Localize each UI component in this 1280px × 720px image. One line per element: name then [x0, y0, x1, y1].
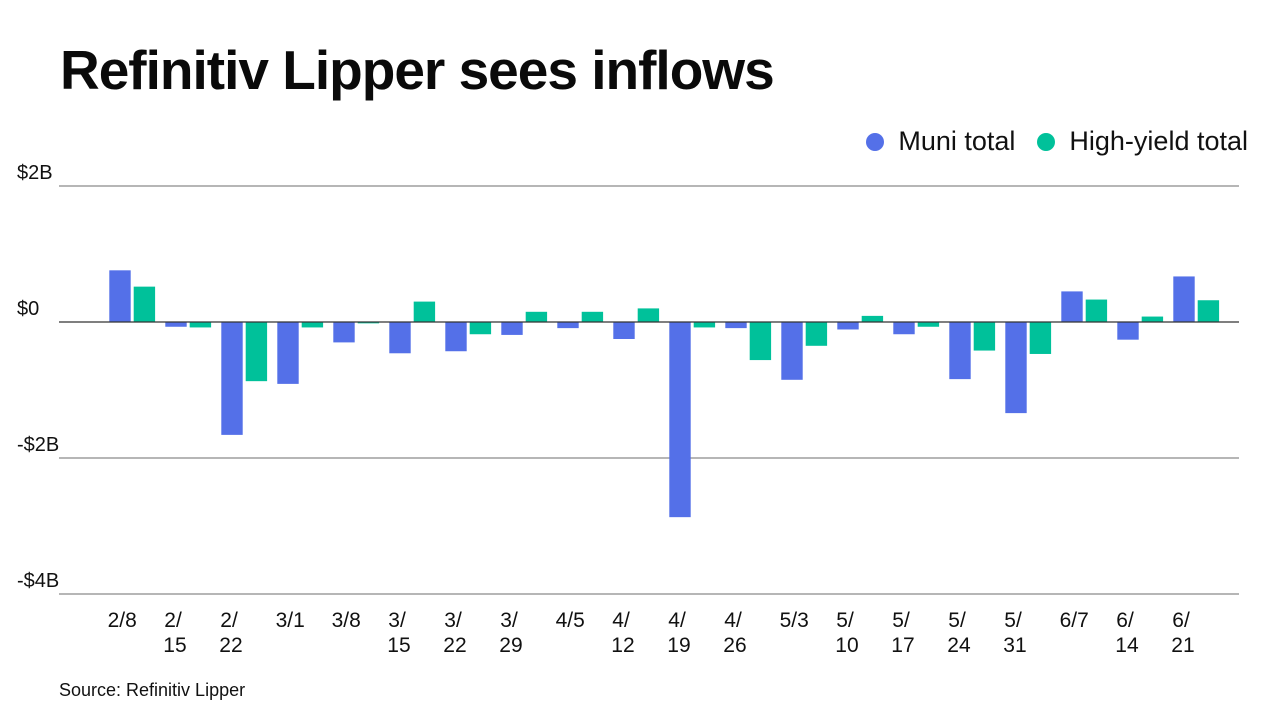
legend-dot-muni-icon: [866, 132, 885, 151]
legend-item-muni[interactable]: Muni total: [866, 126, 1015, 157]
legend-label-high-yield: High-yield total: [1069, 126, 1248, 156]
chart-title: Refinitiv Lipper sees inflows: [60, 39, 775, 101]
x-tick-label: 4/12: [611, 609, 634, 657]
legend: Muni total High-yield total: [866, 126, 1248, 157]
bar-high-yield-3-15[interactable]: [413, 301, 436, 322]
x-tick-label: 3/29: [499, 609, 522, 657]
bars: [109, 270, 1220, 518]
x-tick-label: 4/5: [556, 609, 585, 632]
bar-high-yield-4-12[interactable]: [637, 308, 660, 322]
bar-muni-3-8[interactable]: [333, 322, 355, 343]
bar-muni-3-1[interactable]: [277, 322, 299, 384]
x-tick-label: 3/8: [332, 609, 361, 632]
x-tick-label: 5/24: [947, 609, 971, 657]
x-tick-label: 5/17: [891, 609, 914, 657]
bar-high-yield-5-17[interactable]: [917, 322, 940, 327]
bar-muni-6-14[interactable]: [1117, 322, 1139, 340]
bar-muni-2-22[interactable]: [221, 322, 243, 435]
y-tick-label: $2B: [17, 162, 53, 184]
bar-muni-4-12[interactable]: [613, 322, 635, 339]
x-axis-ticks: 2/8 2/15 2/22 3/1 3/8 3/15 3/22 3/29 4/5 4/12 4/19…: [108, 609, 1195, 657]
bar-high-yield-6-14[interactable]: [1141, 316, 1164, 322]
y-tick-label: -$4B: [17, 570, 59, 592]
bar-muni-3-22[interactable]: [445, 322, 467, 352]
y-tick-label: -$2B: [17, 434, 59, 456]
bar-muni-4-26[interactable]: [725, 322, 747, 329]
source-note: Source: Refinitiv Lipper: [59, 680, 246, 700]
x-tick-label: 3/1: [276, 609, 305, 632]
gridlines: [59, 185, 1239, 595]
bar-muni-2-15[interactable]: [165, 322, 187, 327]
bar-high-yield-2-15[interactable]: [189, 322, 212, 328]
bar-muni-3-15[interactable]: [389, 322, 411, 354]
bar-high-yield-4-5[interactable]: [581, 311, 604, 322]
bar-muni-6-7[interactable]: [1061, 291, 1083, 322]
y-axis-ticks: $2B $0 -$2B -$4B: [17, 162, 59, 592]
y-tick-label: $0: [17, 298, 39, 320]
x-tick-label: 4/19: [667, 609, 690, 657]
bar-muni-3-29[interactable]: [501, 322, 523, 335]
x-tick-label: 6/21: [1171, 609, 1194, 657]
x-tick-label: 2/8: [108, 609, 137, 632]
bar-muni-4-5[interactable]: [557, 322, 579, 329]
x-tick-label: 2/22: [219, 609, 242, 657]
bar-high-yield-4-26[interactable]: [749, 322, 772, 361]
bar-high-yield-5-31[interactable]: [1029, 322, 1052, 354]
x-tick-label: 5/10: [835, 609, 858, 657]
bar-high-yield-2-8[interactable]: [133, 286, 156, 322]
bar-high-yield-3-1[interactable]: [301, 322, 324, 328]
bar-muni-4-19[interactable]: [669, 322, 691, 518]
bar-muni-5-31[interactable]: [1005, 322, 1027, 414]
bar-high-yield-6-21[interactable]: [1197, 300, 1220, 322]
x-tick-label: 3/22: [443, 609, 466, 657]
bar-high-yield-2-22[interactable]: [245, 322, 268, 382]
x-tick-label: 6/7: [1060, 609, 1089, 632]
x-tick-label: 4/26: [723, 609, 746, 657]
bar-high-yield-5-10[interactable]: [861, 315, 884, 322]
legend-item-high-yield[interactable]: High-yield total: [1037, 126, 1248, 157]
bar-high-yield-3-8[interactable]: [357, 322, 380, 324]
legend-dot-high-yield-icon: [1037, 132, 1056, 151]
bar-high-yield-4-19[interactable]: [693, 322, 716, 328]
x-tick-label: 5/3: [780, 609, 809, 632]
legend-label-muni: Muni total: [898, 126, 1016, 156]
x-tick-label: 3/15: [387, 609, 410, 657]
bar-high-yield-6-7[interactable]: [1085, 299, 1108, 322]
bar-muni-5-24[interactable]: [949, 322, 971, 380]
bar-muni-6-21[interactable]: [1173, 276, 1195, 322]
bar-muni-5-10[interactable]: [837, 322, 859, 330]
bar-high-yield-5-24[interactable]: [973, 322, 996, 351]
bar-high-yield-5-3[interactable]: [805, 322, 828, 346]
bar-muni-5-17[interactable]: [893, 322, 915, 335]
x-tick-label: 5/31: [1003, 609, 1026, 657]
x-tick-label: 6/14: [1115, 609, 1139, 657]
x-tick-label: 2/15: [163, 609, 186, 657]
bar-muni-5-3[interactable]: [781, 322, 803, 380]
bar-high-yield-3-22[interactable]: [469, 322, 492, 335]
bar-muni-2-8[interactable]: [109, 270, 131, 322]
bar-high-yield-3-29[interactable]: [525, 311, 548, 322]
